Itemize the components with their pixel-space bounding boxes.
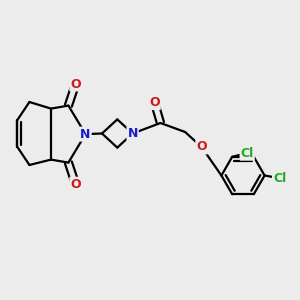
Text: O: O xyxy=(196,140,207,154)
Text: N: N xyxy=(80,128,91,141)
Text: Cl: Cl xyxy=(273,172,286,185)
Text: O: O xyxy=(149,96,160,109)
Text: O: O xyxy=(70,178,81,191)
Text: Cl: Cl xyxy=(241,147,254,160)
Text: N: N xyxy=(128,127,138,140)
Text: O: O xyxy=(70,77,81,91)
